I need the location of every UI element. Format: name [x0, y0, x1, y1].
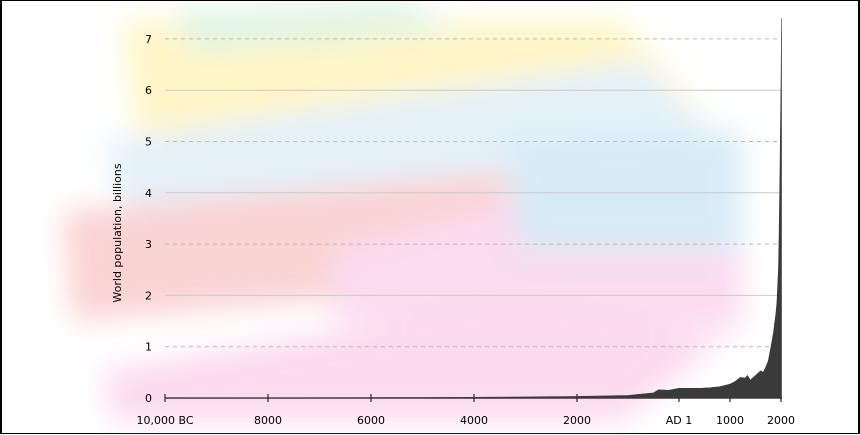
y-tick-label: 5 [145, 136, 152, 149]
y-tick-label: 7 [145, 33, 152, 46]
area-layer [164, 18, 782, 399]
x-tick-label: 1000 [716, 414, 744, 427]
background-watermark [62, 1, 742, 421]
y-tick-label: 1 [145, 341, 152, 354]
x-tick-label: 8000 [254, 414, 282, 427]
y-tick-label: 2 [145, 289, 152, 302]
grid-lines [165, 38, 782, 348]
x-tick-label: AD 1 [666, 414, 693, 427]
y-tick-label: 6 [145, 84, 152, 97]
x-tick-label: 4000 [460, 414, 488, 427]
x-tick-label: 6000 [357, 414, 385, 427]
tick-labels: 0 1 2 3 4 5 6 7 10,000 BC 8000 6000 4000 2000 AD 1 100… [136, 33, 795, 427]
y-tick-label: 3 [145, 238, 152, 251]
population-area-series [164, 18, 782, 399]
y-axis-label: World population, billions [111, 163, 124, 302]
y-tick-label: 0 [145, 392, 152, 405]
y-tick-label: 4 [145, 187, 152, 200]
x-tick-label: 2000 [767, 414, 795, 427]
x-tick-label: 2000 [563, 414, 591, 427]
x-tick-label: 10,000 BC [136, 414, 193, 427]
